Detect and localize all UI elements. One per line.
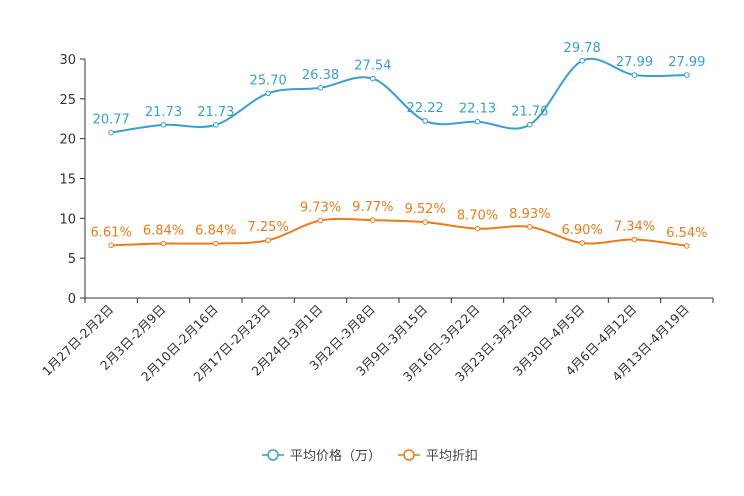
- data-label: 6.54%: [666, 226, 707, 241]
- y-tick-label: 20: [59, 133, 76, 148]
- data-label: 27.99: [668, 55, 705, 70]
- series-line: [111, 217, 687, 247]
- data-label: 8.93%: [509, 207, 550, 222]
- data-point: [527, 121, 533, 128]
- legend-marker-icon: [267, 449, 279, 461]
- data-label: 20.77: [93, 113, 130, 128]
- data-point: [370, 75, 376, 82]
- data-label: 21.76: [511, 105, 548, 120]
- legend-label: 平均价格（万）: [290, 448, 381, 464]
- y-tick-label: 25: [59, 93, 76, 108]
- data-label: 27.54: [354, 59, 391, 74]
- y-tick-label: 30: [59, 53, 76, 68]
- data-label: 25.70: [250, 73, 287, 88]
- data-label: 21.73: [145, 105, 182, 120]
- data-point: [108, 242, 114, 249]
- data-point: [422, 118, 428, 124]
- legend-entry-1: 平均价格（万）: [262, 448, 381, 464]
- data-point: [474, 225, 481, 232]
- data-label: 6.84%: [195, 224, 236, 239]
- data-point: [265, 237, 271, 244]
- data-point: [422, 219, 428, 225]
- data-point: [108, 129, 114, 136]
- series-1: 20.77 21.73 21.73 25.70 26.38 27.54 22.22 22.13…: [93, 41, 705, 136]
- data-label: 22.22: [407, 101, 444, 116]
- data-label: 6.61%: [91, 225, 132, 240]
- data-point: [317, 85, 324, 91]
- data-label: 9.52%: [405, 202, 446, 217]
- y-tick-label: 15: [59, 173, 76, 188]
- data-point: [631, 236, 638, 243]
- legend-entry-2: 平均折扣: [398, 449, 478, 464]
- data-label: 29.78: [564, 41, 601, 56]
- y-tick-label: 5: [68, 252, 76, 267]
- data-point: [213, 122, 219, 128]
- y-axis: 0 5 10 15 20 25 30: [59, 53, 86, 307]
- legend-marker-icon: [403, 449, 415, 461]
- data-point: [370, 217, 376, 223]
- legend: 平均价格（万） 平均折扣: [262, 448, 478, 464]
- series-line: [111, 57, 687, 134]
- data-label: 8.70%: [457, 209, 498, 224]
- series-2: 6.61% 6.84% 6.84% 7.25% 9.73% 9.77% 9.52% 8.70%…: [91, 200, 707, 249]
- data-label: 26.38: [302, 68, 339, 83]
- data-point: [317, 217, 324, 224]
- y-tick-label: 10: [59, 212, 76, 227]
- data-point: [474, 118, 481, 125]
- data-label: 7.34%: [614, 220, 655, 235]
- data-label: 7.25%: [248, 220, 289, 235]
- data-label: 21.73: [197, 105, 234, 120]
- series-layer: 20.77 21.73 21.73 25.70 26.38 27.54 22.22 22.13…: [91, 41, 707, 249]
- data-point: [160, 122, 167, 128]
- data-point: [684, 72, 690, 78]
- y-tick-label: 0: [68, 292, 76, 307]
- data-point: [579, 57, 585, 64]
- data-label: 27.99: [616, 55, 653, 70]
- data-label: 22.13: [459, 102, 496, 117]
- data-point: [684, 243, 690, 249]
- data-point: [631, 72, 638, 78]
- data-label: 6.90%: [562, 223, 603, 238]
- data-point: [265, 90, 271, 97]
- data-label: 6.84%: [143, 224, 184, 239]
- legend-label: 平均折扣: [426, 449, 478, 464]
- x-axis: 1月27日-2月2日2月3日-2月9日2月10日-2月16日2月17日-2月23…: [39, 297, 714, 384]
- data-label: 9.77%: [352, 200, 393, 215]
- data-point: [527, 224, 533, 230]
- data-point: [579, 240, 585, 246]
- data-label: 9.73%: [300, 200, 341, 215]
- data-point: [213, 240, 219, 247]
- data-point: [160, 240, 167, 247]
